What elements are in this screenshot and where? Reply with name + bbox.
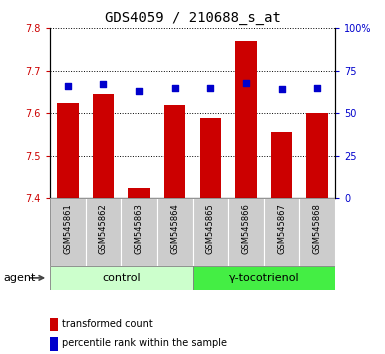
Bar [192,266,335,290]
Text: transformed count: transformed count [62,319,152,329]
Text: GSM545863: GSM545863 [135,204,144,255]
Bar [93,94,114,198]
Text: control: control [102,273,141,283]
Point [278,87,285,92]
Bar [50,198,85,266]
Text: GDS4059 / 210688_s_at: GDS4059 / 210688_s_at [105,11,280,25]
Text: GSM545867: GSM545867 [277,204,286,255]
Text: GSM545862: GSM545862 [99,204,108,255]
Point [207,85,213,91]
Point [314,85,320,91]
Bar [128,188,150,198]
Bar [199,118,221,198]
Bar [85,198,121,266]
Text: agent: agent [4,273,36,283]
Bar [121,198,157,266]
Bar [57,103,79,198]
Bar [164,105,186,198]
Text: γ-tocotrienol: γ-tocotrienol [228,273,299,283]
Bar [192,198,228,266]
Text: GSM545864: GSM545864 [170,204,179,255]
Text: GSM545865: GSM545865 [206,204,215,255]
Text: GSM545868: GSM545868 [313,204,321,255]
Point [65,83,71,89]
Point [100,81,107,87]
Point [172,85,178,91]
Bar [306,113,328,198]
Point [243,80,249,86]
Bar [271,132,292,198]
Point [136,88,142,94]
Bar [300,198,335,266]
Bar [228,198,264,266]
Bar [50,318,58,331]
Bar [50,266,192,290]
Bar [235,41,257,198]
Text: percentile rank within the sample: percentile rank within the sample [62,338,227,348]
Bar [50,337,58,350]
Text: GSM545861: GSM545861 [64,204,72,255]
Bar [157,198,192,266]
Bar [264,198,300,266]
Text: GSM545866: GSM545866 [241,204,250,255]
